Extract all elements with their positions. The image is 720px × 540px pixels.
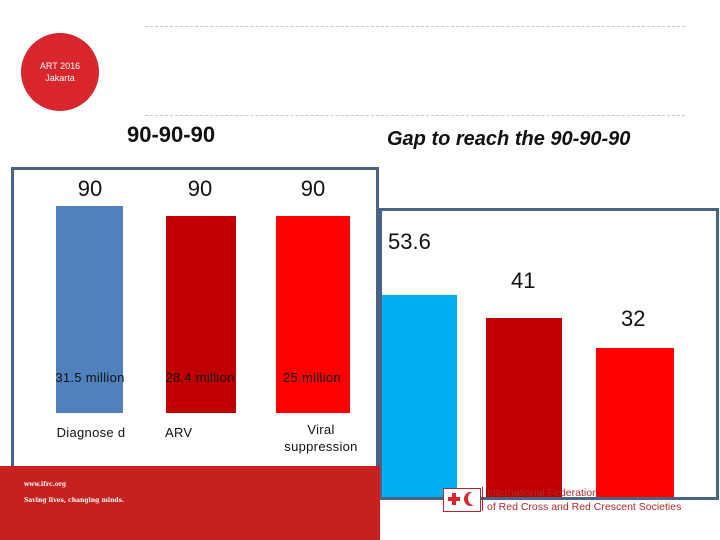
badge-line-1: ART 2016 [39,61,81,71]
gap-bar-arv [486,318,562,498]
footer-tagline: Saving lives, changing minds. [24,497,125,504]
gap-frame [379,208,719,500]
org-name-line-2: of Red Cross and Red Crescent Societies [487,501,682,513]
conference-badge: ART 2016 Jakarta [21,33,99,111]
bar-value-label: 28.4 million [165,370,235,385]
target-bar-viral-suppression [276,216,350,413]
footer-band [0,466,380,540]
targets-title: 90-90-90 [127,122,216,147]
logo-divider [482,487,483,511]
gap-title: Gap to reach the 90-90-90 [387,128,631,150]
target-value: 90 [187,176,213,201]
category-label: Viral suppression [284,422,358,454]
top-divider [145,26,685,27]
gap-value: 32 [621,306,646,331]
target-bar-arv [166,216,236,413]
target-bar-diagnosed [56,206,123,413]
gap-bar-diagnosed [381,295,457,498]
bar-value-label: 25 million [283,370,341,385]
bar-value-label: 31.5 million [55,370,125,385]
target-value: 90 [77,176,103,201]
target-value: 90 [300,176,326,201]
footer-url[interactable]: www.ifrc.org [24,481,67,488]
gap-value: 53.6 [388,229,431,254]
red-cross-icon [443,488,481,512]
badge-line-2: Jakarta [45,73,75,83]
org-name-line-1: International Federation [487,487,598,499]
title-divider [145,115,685,116]
category-label: ARV [165,425,193,440]
gap-bar-viral-suppression [596,348,674,498]
gap-value: 41 [511,268,536,293]
category-label: Diagnose d [56,425,126,440]
